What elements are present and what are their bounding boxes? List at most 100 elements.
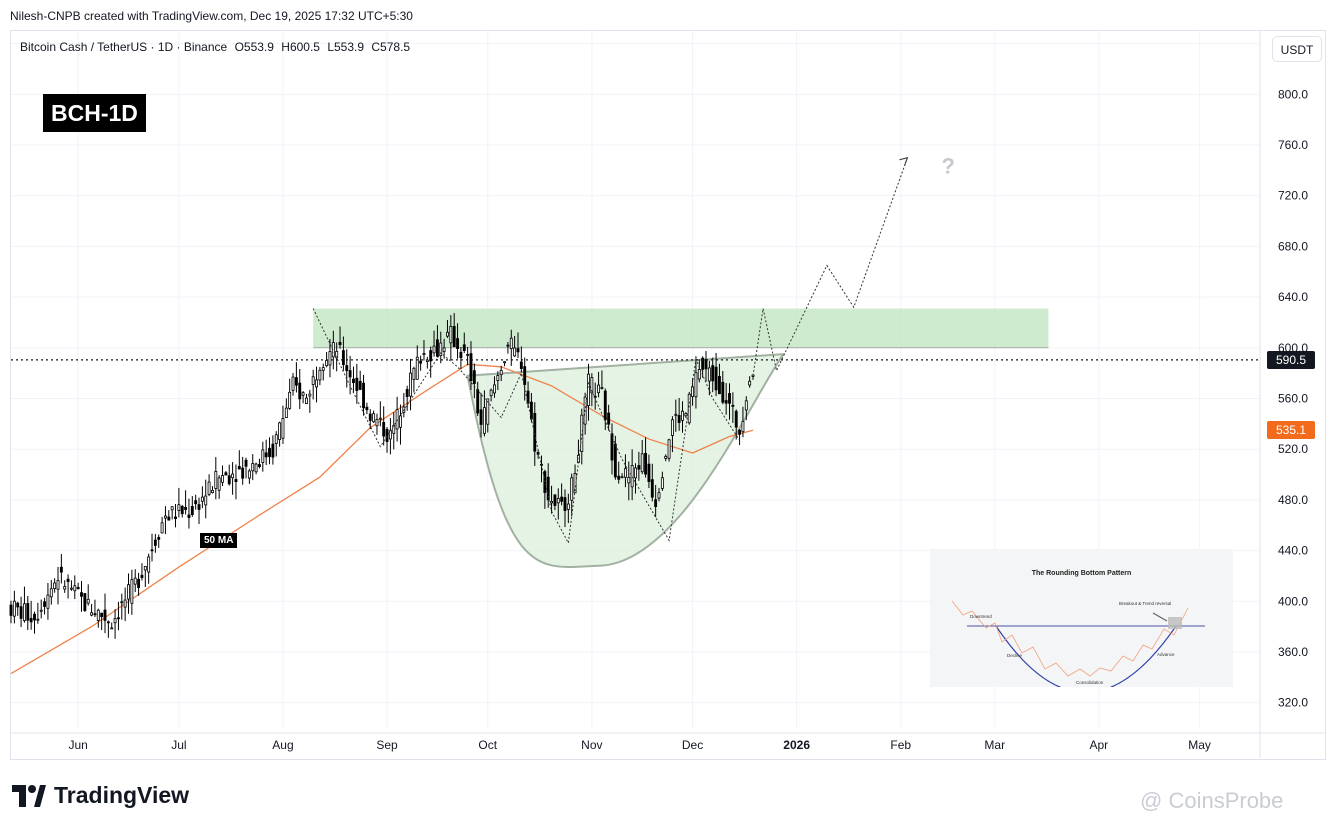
symbol-info: Bitcoin Cash / TetherUS · 1D · Binance O… xyxy=(20,40,414,54)
candle-body xyxy=(452,326,456,348)
tradingview-logo[interactable]: TradingView xyxy=(12,782,189,809)
candle-body xyxy=(533,412,537,452)
candle-body xyxy=(318,369,322,381)
candle-body xyxy=(660,477,664,489)
candle-body xyxy=(110,627,114,630)
candle-body xyxy=(150,549,154,552)
candle-body xyxy=(224,472,228,476)
candle-body xyxy=(305,397,308,405)
grid xyxy=(11,31,1260,728)
candle-body xyxy=(345,365,349,372)
candle-body xyxy=(264,452,268,458)
candle-body xyxy=(627,476,631,484)
overlays: ? xyxy=(11,154,1260,545)
candle-body xyxy=(217,477,221,491)
candle-body xyxy=(435,339,439,357)
y-tick-label: 720.0 xyxy=(1278,189,1308,203)
candle-body xyxy=(157,537,161,540)
chart-frame[interactable] xyxy=(10,30,1326,760)
candle-body xyxy=(315,379,318,388)
candle-body xyxy=(194,500,198,505)
candle-body xyxy=(348,370,352,378)
candle-body xyxy=(86,598,90,604)
candle-body xyxy=(36,618,40,621)
candle-body xyxy=(701,357,705,370)
candle-body xyxy=(650,479,654,498)
candle-body xyxy=(9,604,13,616)
candle-body xyxy=(103,609,107,621)
candle-body xyxy=(405,389,409,397)
candle-body xyxy=(415,356,419,380)
candle-body xyxy=(597,384,601,394)
candle-body xyxy=(261,449,265,463)
candle-body xyxy=(432,345,436,354)
candle-body xyxy=(637,465,641,470)
ohlc-high: H600.5 xyxy=(281,40,320,54)
y-tick-label: 800.0 xyxy=(1278,87,1308,101)
resistance-zone-rect xyxy=(313,308,1049,348)
candle-body xyxy=(674,413,678,416)
ohlc-open: O553.9 xyxy=(234,40,274,54)
candle-body xyxy=(587,373,590,406)
candle-body xyxy=(211,490,214,493)
candle-body xyxy=(90,612,94,616)
candle-body xyxy=(358,380,362,390)
inset-label-downtrend: Downtrend xyxy=(970,614,992,619)
candle-body xyxy=(187,514,191,518)
candle-body xyxy=(399,415,402,428)
x-tick-label: Jun xyxy=(68,738,87,752)
candle-body xyxy=(506,344,510,347)
x-tick-label: May xyxy=(1188,738,1211,752)
x-tick-label: Feb xyxy=(890,738,911,752)
inset-label-advance: Advance xyxy=(1157,652,1175,657)
candle-body xyxy=(100,612,104,618)
y-tick-label: 640.0 xyxy=(1278,290,1308,304)
candle-body xyxy=(291,376,295,391)
y-tick-label: 440.0 xyxy=(1278,544,1308,558)
candle-body xyxy=(607,412,611,425)
candle-body xyxy=(748,380,752,386)
candle-body xyxy=(593,395,597,398)
candle-body xyxy=(281,418,285,439)
candle-body xyxy=(16,602,20,608)
candle-body xyxy=(26,603,30,621)
candle-body xyxy=(231,473,235,479)
candle-body xyxy=(563,497,567,511)
candle-body xyxy=(207,481,211,495)
candles xyxy=(9,313,755,639)
candle-body xyxy=(509,337,513,350)
currency-button[interactable]: USDT xyxy=(1272,36,1322,62)
candle-body xyxy=(167,516,171,521)
candle-body xyxy=(620,476,624,479)
y-tick-label: 360.0 xyxy=(1278,645,1308,659)
candle-body xyxy=(694,372,698,398)
candle-body xyxy=(550,501,554,504)
candle-body xyxy=(744,400,748,411)
candle-body xyxy=(113,618,117,624)
candle-body xyxy=(513,347,517,357)
candle-body xyxy=(385,428,389,442)
candle-body xyxy=(503,361,506,364)
candle-body xyxy=(284,407,288,418)
candle-body xyxy=(298,382,302,400)
question-mark: ? xyxy=(941,154,954,179)
candle-body xyxy=(499,369,503,375)
candle-body xyxy=(644,452,648,475)
ma-price-tag: 535.1 xyxy=(1267,421,1315,440)
candle-body xyxy=(566,503,570,510)
x-tick-label: Aug xyxy=(272,738,293,752)
candle-body xyxy=(33,613,36,621)
candle-body xyxy=(73,585,77,592)
y-tick-label: 760.0 xyxy=(1278,138,1308,152)
y-tick-label: 560.0 xyxy=(1278,392,1308,406)
candle-body xyxy=(486,398,490,425)
candle-body xyxy=(516,348,520,353)
candle-body xyxy=(153,539,157,546)
candle-body xyxy=(241,467,245,479)
candle-body xyxy=(120,601,124,604)
candle-body xyxy=(560,496,564,502)
candle-body xyxy=(741,421,745,433)
candle-body xyxy=(570,477,574,501)
inset-title: The Rounding Bottom Pattern xyxy=(1031,570,1132,577)
